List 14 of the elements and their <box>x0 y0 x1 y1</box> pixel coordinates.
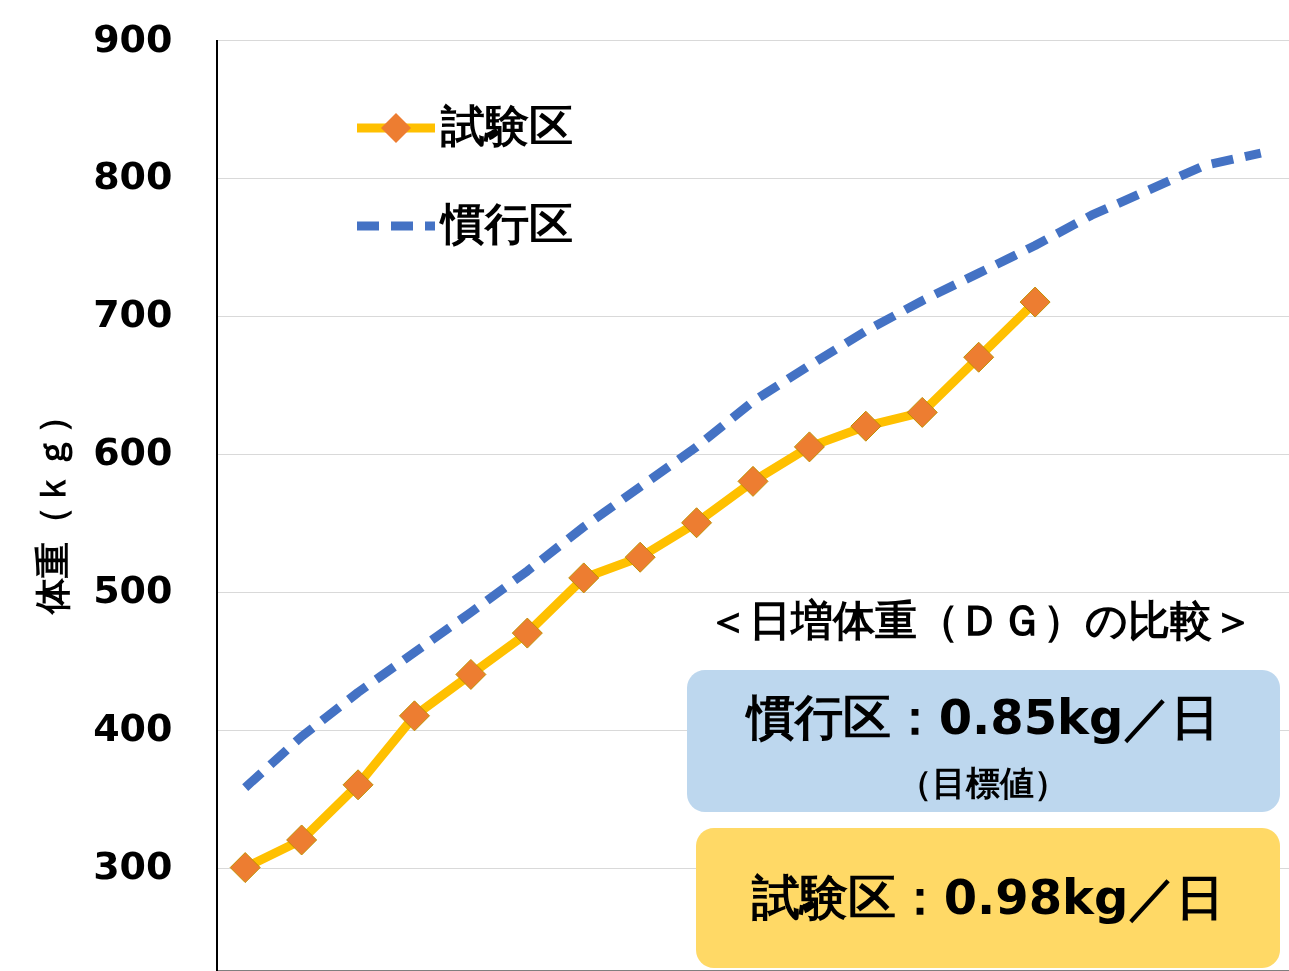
y-tick-label: 300 <box>93 844 173 889</box>
annotation: 慣行区：0.85kg／日 <box>743 689 1220 745</box>
y-axis-title: 体重（ｋｇ） <box>32 398 74 615</box>
legend-label: 慣行区 <box>439 198 573 249</box>
annotation: 試験区：0.98kg／日 <box>750 869 1225 925</box>
y-tick-label: 800 <box>93 154 173 199</box>
annotation: （目標値） <box>898 763 1068 803</box>
y-tick-label: 900 <box>93 16 173 61</box>
y-tick-label: 500 <box>93 568 173 613</box>
y-tick-label: 700 <box>93 292 173 337</box>
legend-label: 試験区 <box>440 100 573 151</box>
y-tick-label: 400 <box>93 706 173 751</box>
y-tick-label: 600 <box>93 430 173 475</box>
annotation: ＜日増体重（ＤＧ）の比較＞ <box>706 596 1254 645</box>
